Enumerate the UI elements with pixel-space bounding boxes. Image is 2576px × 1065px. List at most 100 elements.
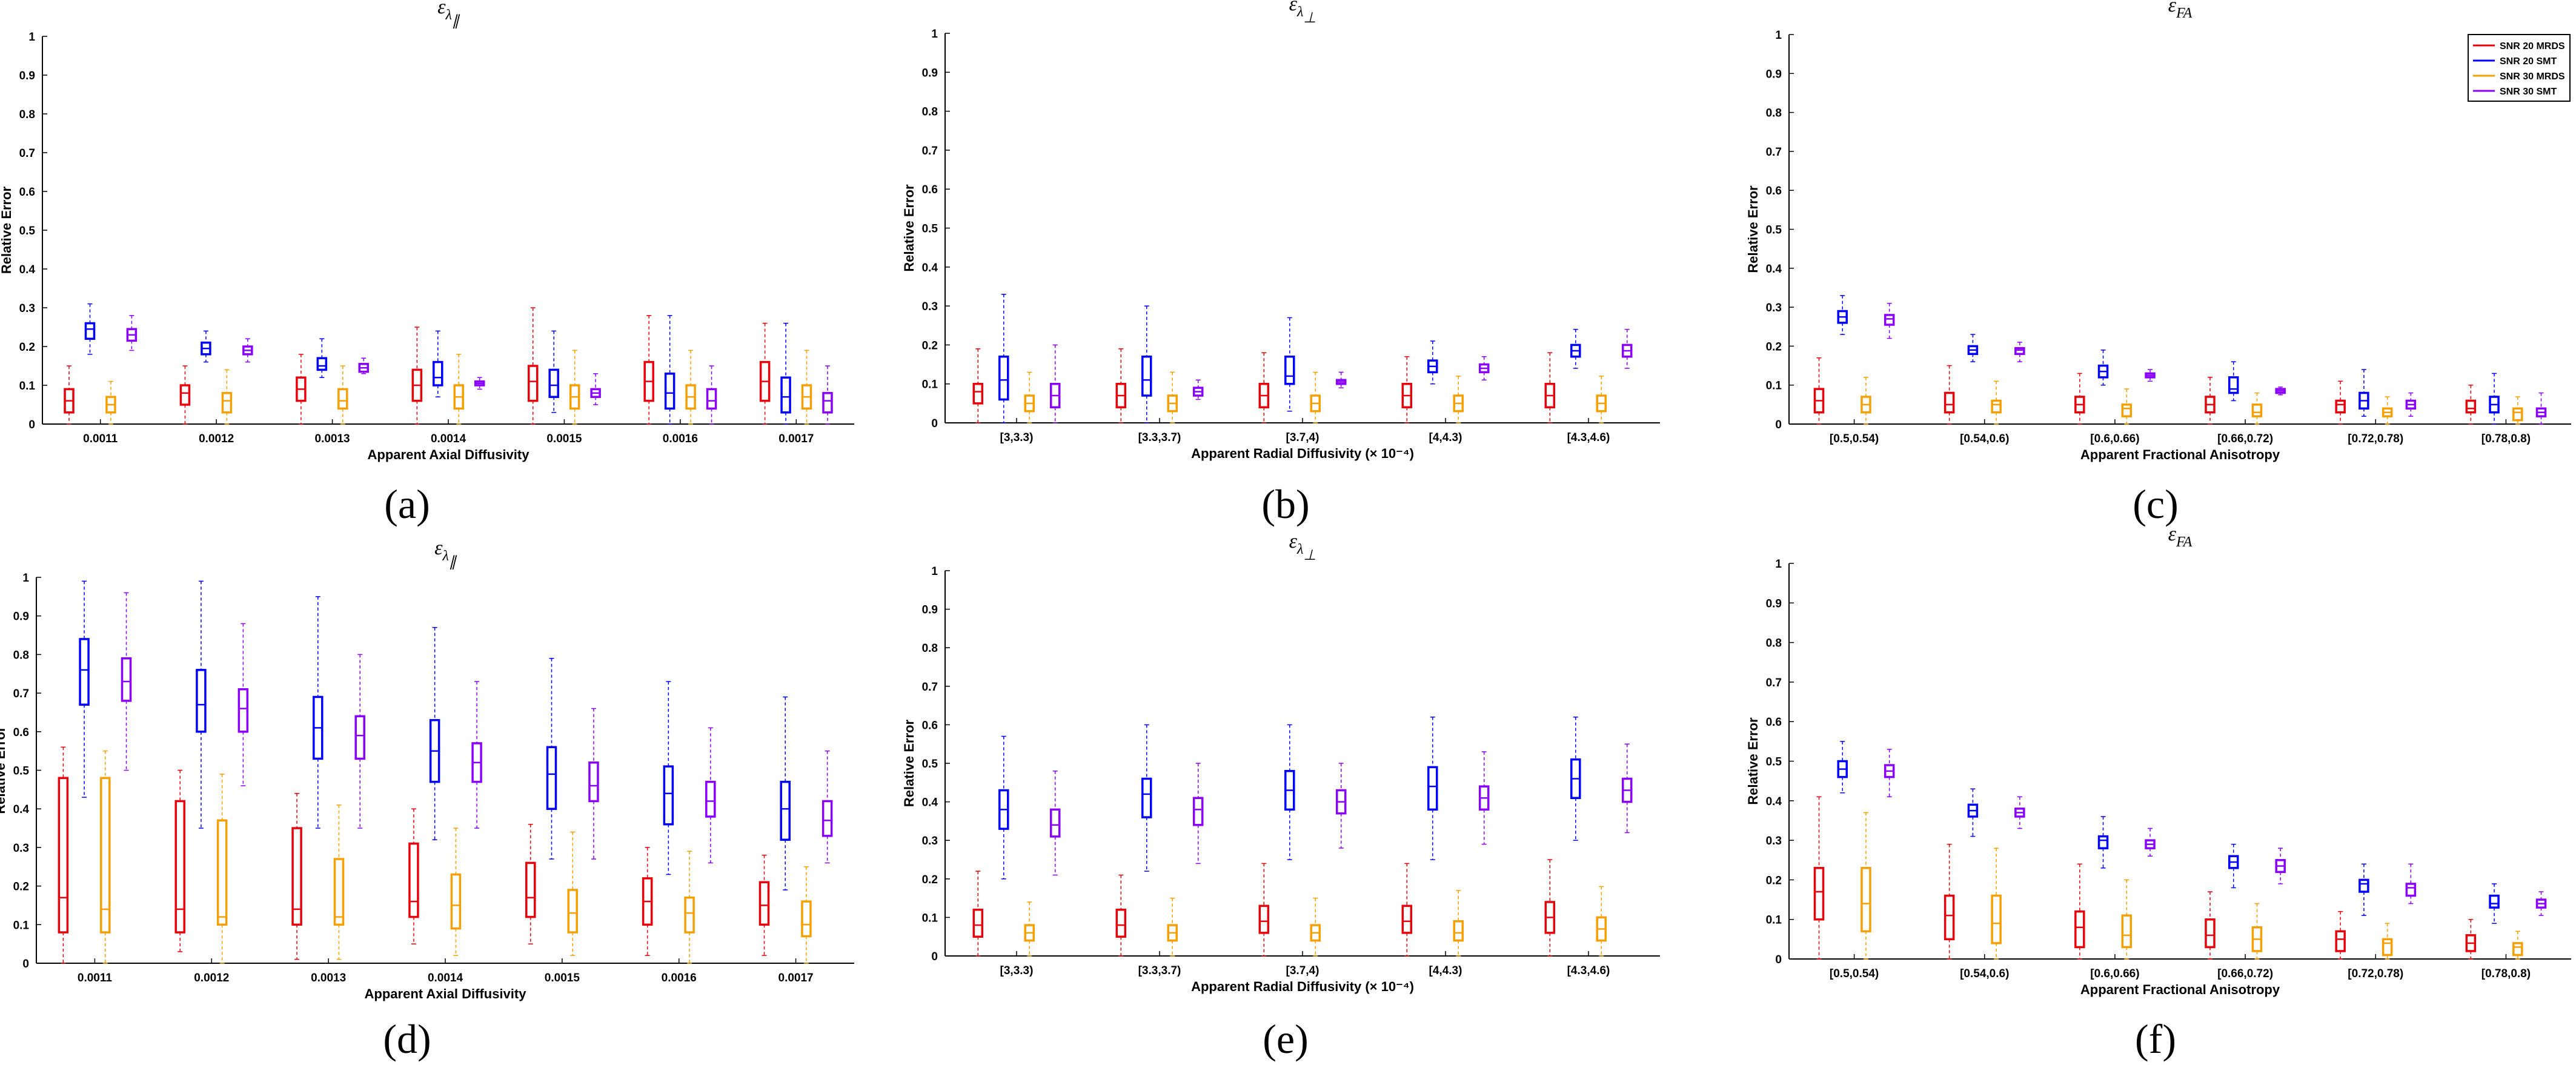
- box-snr-20-mrds: [2074, 863, 2085, 960]
- y-tick-label: 0.2: [922, 339, 938, 352]
- box-iqr: [664, 373, 676, 410]
- box-snr-20-mrds: [643, 315, 654, 425]
- box-snr-20-smt: [1427, 716, 1438, 860]
- y-tick-label: 1: [1775, 29, 1782, 42]
- x-tick-label: [4.3,4.6): [1567, 431, 1610, 444]
- box-iqr: [2014, 347, 2025, 356]
- box-snr-30-mrds: [1024, 371, 1035, 423]
- x-tick-label: [4,4.3): [1429, 964, 1462, 977]
- box-snr-20-mrds: [2465, 918, 2477, 960]
- box-iqr: [291, 827, 302, 926]
- y-tick-label: 0.6: [1766, 185, 1782, 197]
- box-iqr: [1258, 904, 1270, 934]
- y-axis-label: Relative Error: [0, 726, 8, 814]
- box-snr-30-mrds: [1310, 371, 1321, 423]
- box-snr-20-mrds: [2465, 384, 2477, 425]
- box-snr-30-smt: [2145, 828, 2156, 857]
- box-iqr: [2405, 883, 2417, 897]
- box-snr-30-smt: [1884, 749, 1895, 798]
- box-iqr: [2074, 910, 2085, 949]
- box-snr-30-mrds: [337, 365, 348, 425]
- box-snr-30-mrds: [100, 750, 111, 964]
- panel-b: 0 0.1 0.2 0.3 0.4 0.5 0.6 0.7 0.8 0.9 1 [3,3.3) [3.3…: [901, 0, 1660, 461]
- box-snr-30-mrds: [221, 369, 233, 425]
- x-tick-label: [0.66,0.72): [2217, 967, 2273, 980]
- box-snr-20-mrds: [642, 847, 653, 957]
- box-iqr: [2205, 918, 2216, 949]
- y-tick-label: 0.9: [19, 70, 35, 82]
- x-tick-label: [0.5,0.54): [1830, 967, 1879, 980]
- box-snr-20-mrds: [1544, 859, 1556, 957]
- y-tick-label: 0.5: [1766, 224, 1782, 237]
- y-tick-label: 0.3: [1766, 302, 1782, 314]
- y-tick-label: 0.7: [1766, 146, 1782, 159]
- y-tick-label: 0.9: [1766, 597, 1782, 610]
- box-iqr: [1427, 766, 1438, 811]
- box-snr-30-smt: [588, 708, 599, 860]
- panel-caption: (c): [2133, 481, 2178, 527]
- box-iqr: [998, 355, 1009, 401]
- box-iqr: [174, 800, 185, 934]
- x-tick-label: [0.6,0.66): [2090, 433, 2139, 445]
- box-snr-30-smt: [2405, 392, 2417, 417]
- y-tick-label: 0.5: [1766, 756, 1782, 769]
- box-iqr: [1115, 908, 1127, 938]
- box-snr-20-smt: [1837, 295, 1848, 335]
- box-snr-20-smt: [2097, 816, 2109, 869]
- box-snr-20-smt: [79, 580, 90, 798]
- box-snr-20-smt: [1427, 340, 1438, 385]
- box-snr-20-smt: [84, 303, 96, 355]
- box-snr-30-mrds: [2251, 903, 2263, 960]
- box-iqr: [2228, 376, 2239, 394]
- box-iqr: [705, 780, 716, 818]
- title-symbol: ε: [2168, 523, 2177, 545]
- box-snr-30-mrds: [450, 828, 462, 957]
- box-snr-20-mrds: [1258, 352, 1270, 423]
- box-snr-20-mrds: [2335, 911, 2346, 960]
- box-iqr: [84, 322, 96, 340]
- box-snr-30-smt: [2275, 387, 2286, 396]
- box-snr-20-mrds: [174, 769, 185, 952]
- chart-title: ελ∥: [434, 537, 457, 570]
- box-iqr: [408, 842, 419, 918]
- box-iqr: [1944, 894, 1955, 941]
- box-iqr: [972, 908, 984, 938]
- box-snr-20-smt: [2359, 863, 2369, 916]
- box-iqr: [2489, 894, 2500, 909]
- box-snr-30-smt: [1049, 344, 1061, 423]
- box-snr-30-smt: [474, 377, 485, 390]
- box-snr-20-mrds: [1813, 357, 1825, 425]
- y-tick-label: 0.8: [19, 108, 35, 121]
- box-snr-30-mrds: [2512, 396, 2523, 425]
- box-iqr: [1192, 797, 1204, 826]
- box-snr-30-mrds: [2121, 879, 2133, 960]
- x-tick-label: 0.0017: [778, 433, 814, 445]
- y-tick-label: 0.9: [922, 67, 938, 79]
- x-axis-label: Apparent Axial Diffusivity: [365, 986, 527, 1001]
- y-tick-label: 0.9: [13, 611, 29, 623]
- y-tick-label: 0.7: [19, 147, 35, 160]
- box-iqr: [100, 777, 111, 934]
- box-snr-30-mrds: [1991, 380, 2002, 425]
- box-snr-20-smt: [433, 330, 443, 397]
- box-iqr: [316, 357, 328, 371]
- box-snr-30-smt: [705, 727, 716, 864]
- box-snr-30-mrds: [453, 354, 464, 425]
- y-tick-label: 0.3: [13, 842, 29, 855]
- box-iqr: [527, 365, 539, 402]
- y-tick-label: 0.2: [922, 874, 938, 886]
- y-tick-label: 0.2: [13, 881, 29, 894]
- x-tick-label: [3,3.3): [1000, 964, 1034, 977]
- box-snr-30-mrds: [685, 350, 696, 425]
- title-subscript: λ: [442, 548, 449, 564]
- x-tick-label: [3.7,4): [1286, 964, 1320, 977]
- x-tick-label: 0.0015: [546, 433, 582, 445]
- x-tick-label: 0.0016: [662, 972, 697, 984]
- y-tick-label: 0.1: [922, 379, 938, 391]
- title-subscript: FA: [2176, 534, 2193, 550]
- box-snr-30-smt: [358, 357, 370, 374]
- y-tick-label: 0: [22, 958, 29, 970]
- box-snr-30-mrds: [2121, 388, 2133, 425]
- box-iqr: [1884, 314, 1895, 326]
